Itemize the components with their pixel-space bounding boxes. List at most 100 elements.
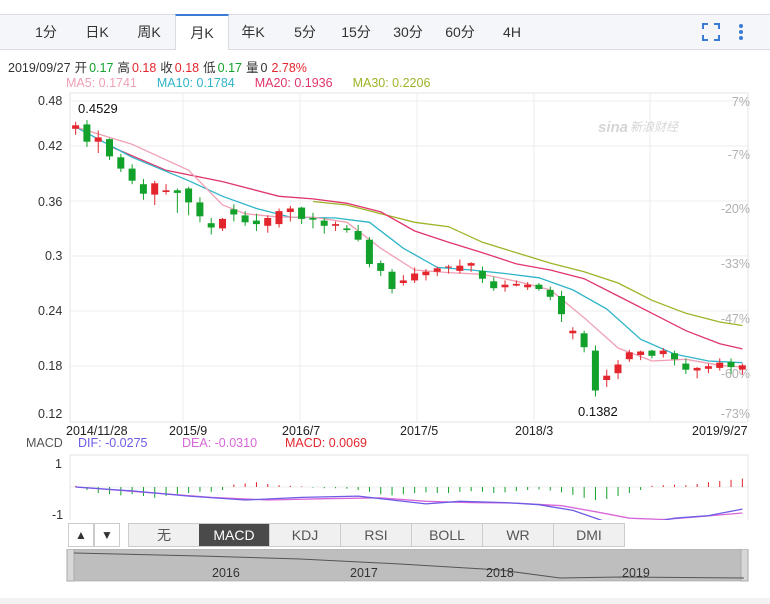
candle-body: [625, 352, 633, 360]
indicator-tab-rsi[interactable]: RSI: [341, 523, 412, 547]
tab-4h[interactable]: 4H: [503, 24, 521, 40]
nav-down-button[interactable]: ▼: [94, 523, 120, 547]
fullscreen-icon[interactable]: [701, 22, 721, 42]
range-navigator[interactable]: 2016 2017 2018 2019: [0, 549, 770, 589]
quote-info: 2019/09/27 开 0.17 高 0.18 收 0.18 低 0.17 量 0 2.78%: [8, 57, 311, 76]
ma10-legend: MA10: 0.1784: [156, 76, 235, 90]
candle-body: [738, 365, 746, 370]
pct-tick-label: -47%: [721, 312, 750, 326]
candle-body: [185, 188, 193, 203]
candle-body: [106, 139, 113, 157]
y-tick-label: 0.3: [45, 249, 62, 263]
candle-body: [637, 351, 645, 355]
candle-body: [558, 296, 565, 315]
dea-legend: DEA: -0.0310: [182, 436, 257, 450]
x-axis-labels: 2014/11/28 2015/9 2016/7 2017/5 2018/3 2…: [66, 424, 748, 438]
y-tick-label: 0.12: [38, 407, 62, 421]
period-tab-bar: 1分 日K 周K 月K 年K 5分 15分 30分 60分 4H: [0, 14, 770, 50]
navigator-year-label: 2018: [486, 566, 514, 580]
ma20-path: [109, 145, 743, 350]
candles: [72, 120, 746, 397]
candle-body: [614, 364, 622, 374]
navigator-year-label: 2017: [350, 566, 378, 580]
tab-1min[interactable]: 1分: [35, 24, 57, 40]
navigator-year-label: 2019: [622, 566, 650, 580]
candle-body: [546, 289, 554, 297]
tab-monthly[interactable]: 月K: [175, 14, 229, 50]
candle-body: [512, 283, 520, 286]
candle-body: [309, 218, 317, 220]
candle-body: [456, 265, 464, 271]
candle-body: [139, 184, 147, 194]
candle-body: [580, 333, 588, 348]
macd-tick-label: -1: [52, 508, 63, 520]
candle-body: [117, 157, 125, 169]
candle-body: [286, 208, 294, 212]
candle-body: [411, 273, 419, 281]
indicator-tab-none[interactable]: 无: [128, 523, 200, 547]
nav-up-button[interactable]: ▲: [68, 523, 94, 547]
pct-tick-label: 7%: [732, 95, 750, 109]
candle-body: [207, 223, 215, 228]
candle-body: [693, 367, 701, 371]
candle-body: [320, 220, 328, 226]
volume-value: 0: [260, 61, 268, 75]
x-tick-label: 2017/5: [400, 424, 438, 438]
candle-body: [83, 124, 91, 142]
candle-body: [230, 209, 238, 215]
tab-yearly[interactable]: 年K: [241, 24, 265, 40]
macd-grid: [69, 454, 749, 520]
y-tick-label: 0.24: [38, 304, 62, 318]
candle-body: [535, 284, 543, 289]
indicator-tab-wr[interactable]: WR: [483, 523, 554, 547]
change-percent: 2.78%: [271, 61, 307, 75]
candle-body: [671, 353, 678, 360]
pct-tick-label: -20%: [721, 202, 750, 216]
candle-body: [332, 224, 339, 226]
ma5-legend: MA5: 0.1741: [66, 76, 137, 90]
bottom-bar: [0, 598, 770, 604]
indicator-tab-macd[interactable]: MACD: [199, 523, 270, 547]
candle-body: [478, 270, 486, 279]
candle-body: [196, 202, 204, 217]
macd-tick-label: 1: [55, 457, 62, 471]
indicator-tab-bar: ▲ ▼ 无 MACD KDJ RSI BOLL WR DMI: [68, 523, 748, 547]
candle-body: [264, 218, 272, 226]
tab-15min[interactable]: 15分: [341, 24, 371, 40]
y-tick-label: 0.42: [38, 139, 62, 153]
tab-60min[interactable]: 60分: [445, 24, 475, 40]
ma5-line: [75, 126, 743, 368]
more-menu-icon[interactable]: [734, 22, 748, 42]
candle-body: [648, 350, 656, 356]
candle-body: [727, 361, 735, 368]
tab-30min[interactable]: 30分: [393, 24, 423, 40]
navigator-year-label: 2016: [212, 566, 240, 580]
tab-weekly[interactable]: 周K: [137, 24, 161, 40]
candle-body: [354, 231, 362, 240]
indicator-tab-kdj[interactable]: KDJ: [270, 523, 341, 547]
tab-5min[interactable]: 5分: [294, 24, 316, 40]
pct-tick-label: -7%: [728, 148, 750, 162]
low-annotation: 0.1382: [578, 404, 618, 419]
indicator-tab-boll[interactable]: BOLL: [412, 523, 483, 547]
navigator-trend: [73, 552, 745, 579]
ma10-line: [75, 126, 743, 364]
candle-body: [377, 263, 385, 271]
candle-body: [445, 266, 452, 268]
candle-body: [162, 190, 170, 192]
close-value: 0.18: [174, 61, 200, 75]
navigator-left-handle: [66, 549, 75, 582]
indicator-tab-dmi[interactable]: DMI: [554, 523, 625, 547]
candle-body: [569, 330, 577, 334]
ma30-legend: MA30: 0.2206: [352, 76, 431, 90]
tab-daily[interactable]: 日K: [85, 24, 109, 40]
x-tick-label: 2019/9/27: [692, 424, 748, 438]
candle-body: [388, 271, 396, 289]
macd-title: MACD: [26, 436, 63, 450]
candle-body: [433, 268, 441, 272]
candle-body: [682, 363, 690, 370]
y-tick-label: 0.36: [38, 195, 62, 209]
y-axis-labels: 0.48 0.42 0.36 0.3 0.24 0.18 0.12: [38, 94, 62, 421]
low-label: 低: [203, 61, 216, 75]
pct-tick-label: -73%: [721, 407, 750, 421]
